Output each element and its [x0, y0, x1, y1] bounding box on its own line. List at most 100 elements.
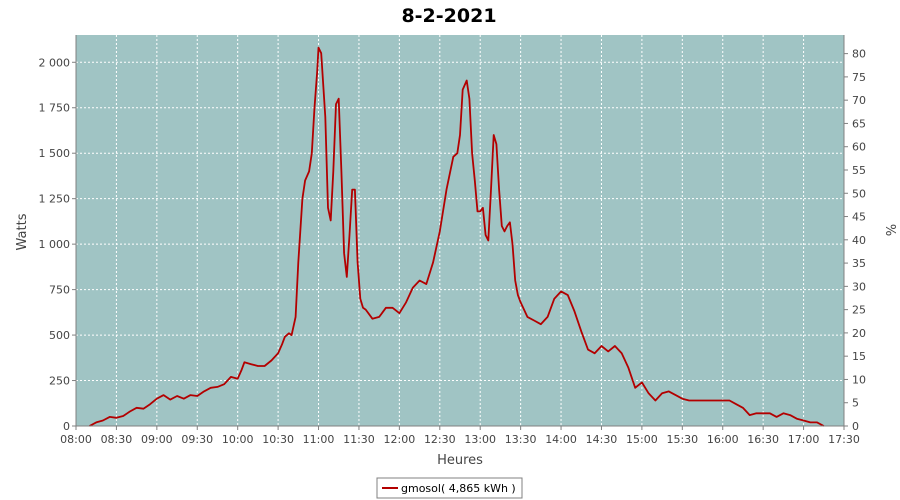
data-point [354, 189, 355, 190]
legend: gmosol( 4,865 kWh ) [376, 477, 523, 499]
y-tick-label: 250 [49, 375, 70, 388]
data-point [314, 107, 315, 108]
y2-tick-label: 15 [852, 350, 866, 363]
data-point [282, 344, 283, 345]
data-point [682, 398, 683, 399]
data-point [170, 399, 171, 400]
data-point [783, 413, 784, 414]
data-point [554, 298, 555, 299]
data-point [614, 345, 615, 346]
series-line [89, 46, 825, 427]
data-point [722, 400, 723, 401]
x-tick-label: 10:00 [222, 433, 254, 446]
data-point [406, 302, 407, 303]
data-point [504, 231, 505, 232]
data-point [327, 207, 328, 208]
data-point [318, 47, 319, 48]
data-point [594, 353, 595, 354]
data-point [729, 400, 730, 401]
x-tick-label: 16:00 [707, 433, 739, 446]
data-point [304, 180, 305, 181]
data-point [490, 189, 491, 190]
data-point [628, 367, 629, 368]
data-point [360, 298, 361, 299]
data-point [419, 280, 420, 281]
data-point [515, 280, 516, 281]
data-point [321, 53, 322, 54]
x-tick-label: 08:30 [101, 433, 133, 446]
y-tick-label: 1 000 [39, 238, 71, 251]
data-point [439, 231, 440, 232]
data-point [472, 153, 473, 154]
y2-tick-label: 75 [852, 71, 866, 84]
x-tick-label: 13:00 [464, 433, 496, 446]
y-tick-label: 750 [49, 284, 70, 297]
x-tick-label: 11:30 [343, 433, 375, 446]
data-point [567, 294, 568, 295]
data-point [203, 391, 204, 392]
data-point [341, 171, 342, 172]
data-point [459, 134, 460, 135]
legend-box [376, 477, 523, 499]
data-point [688, 400, 689, 401]
data-point [264, 365, 265, 366]
data-point [695, 400, 696, 401]
data-point [485, 234, 486, 235]
x-tick-label: 17:00 [788, 433, 820, 446]
data-point [325, 116, 326, 117]
data-point [291, 334, 292, 335]
data-point [621, 353, 622, 354]
y-tick-label: 1 250 [39, 193, 71, 206]
data-point [244, 362, 245, 363]
data-point [509, 222, 510, 223]
y2-tick-label: 60 [852, 141, 866, 154]
data-point [453, 156, 454, 157]
x-tick-label: 12:00 [384, 433, 416, 446]
data-point [520, 302, 521, 303]
data-point [150, 404, 151, 405]
data-point [190, 394, 191, 395]
y2-tick-label: 80 [852, 48, 866, 61]
data-point [507, 225, 508, 226]
data-point [284, 336, 285, 337]
data-point [136, 407, 137, 408]
y-tick-label: 500 [49, 329, 70, 342]
data-point [295, 316, 296, 317]
data-point [736, 404, 737, 405]
data-point [482, 207, 483, 208]
y2-axis: 0 5 10 15 20 25 30 35 40 45 50 55 60 65 70 75 80 [843, 35, 866, 433]
y2-tick-label: 30 [852, 280, 866, 293]
data-point [749, 414, 750, 415]
data-point [742, 407, 743, 408]
data-point [501, 225, 502, 226]
data-point [385, 307, 386, 308]
x-axis-label: Heures [437, 453, 483, 468]
data-point [210, 387, 211, 388]
y2-tick-label: 40 [852, 234, 866, 247]
y2-tick-label: 0 [852, 420, 859, 433]
y2-tick-label: 45 [852, 211, 866, 224]
data-point [756, 413, 757, 414]
data-point [349, 234, 350, 235]
data-point [344, 253, 345, 254]
y-tick-label: 1 500 [39, 147, 71, 160]
data-point [803, 420, 804, 421]
data-point [641, 382, 642, 383]
data-point [271, 360, 272, 361]
data-point [330, 220, 331, 221]
data-point [298, 262, 299, 263]
data-point [675, 394, 676, 395]
plot-background [76, 35, 844, 426]
data-point [346, 276, 347, 277]
data-point [102, 420, 103, 421]
data-point [668, 391, 669, 392]
x-tick-label: 09:00 [141, 433, 173, 446]
data-point [469, 98, 470, 99]
data-point [776, 416, 777, 417]
x-tick-label: 11:00 [303, 433, 335, 446]
data-point [109, 416, 110, 417]
data-point [540, 324, 541, 325]
data-point [709, 400, 710, 401]
y2-tick-label: 65 [852, 117, 866, 130]
y2-axis-label: % [882, 224, 897, 236]
